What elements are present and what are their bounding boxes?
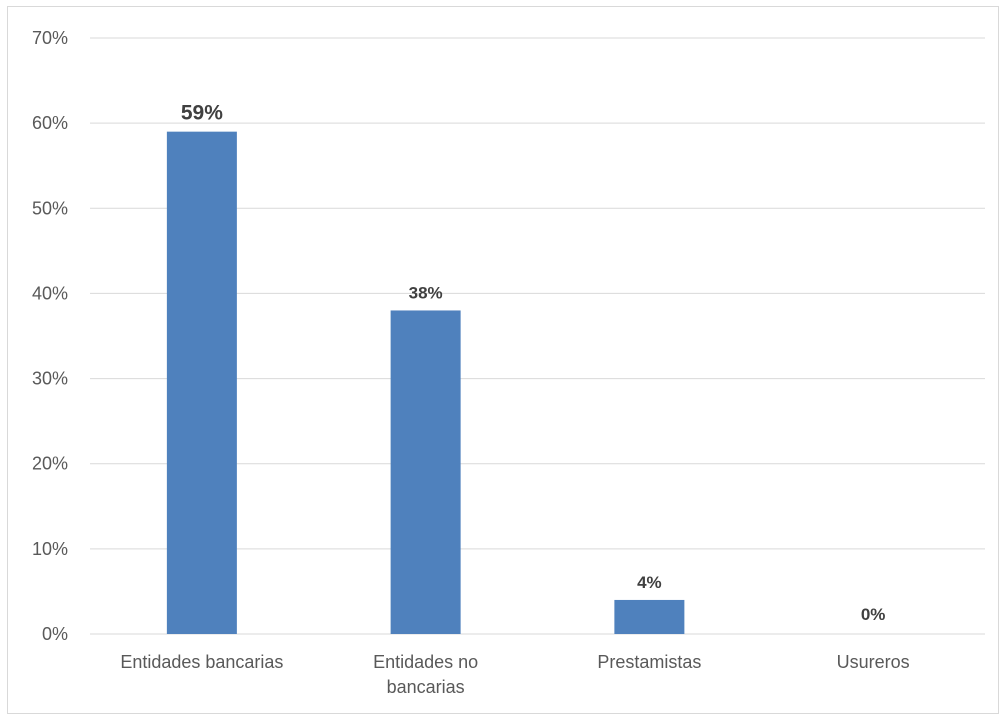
y-tick-label: 0% — [42, 624, 68, 644]
data-label: 0% — [861, 605, 886, 624]
y-tick-label: 40% — [32, 283, 68, 303]
data-label: 59% — [181, 102, 223, 125]
bar — [614, 599, 685, 634]
bars — [166, 131, 685, 634]
category-label: Entidades bancarias — [120, 652, 283, 672]
bar — [166, 131, 237, 634]
y-tick-label: 70% — [32, 28, 68, 48]
bar — [390, 310, 461, 634]
y-tick-label: 30% — [32, 369, 68, 389]
data-label: 4% — [637, 573, 662, 592]
category-label: bancarias — [387, 677, 465, 697]
category-label: Usureros — [837, 652, 910, 672]
category-label: Entidades no — [373, 652, 478, 672]
x-axis-category-labels: Entidades bancarias Entidades no bancarias… — [120, 652, 909, 697]
y-axis-tick-labels: 0% 10% 20% 30% 40% 50% 60% 70% — [32, 28, 68, 644]
gridlines — [90, 37, 985, 635]
y-tick-label: 10% — [32, 539, 68, 559]
data-label: 38% — [409, 283, 443, 302]
y-tick-label: 60% — [32, 113, 68, 133]
y-tick-label: 20% — [32, 454, 68, 474]
y-tick-label: 50% — [32, 198, 68, 218]
data-labels: 59% 38% 4% 0% — [181, 102, 886, 624]
category-label: Prestamistas — [597, 652, 701, 672]
